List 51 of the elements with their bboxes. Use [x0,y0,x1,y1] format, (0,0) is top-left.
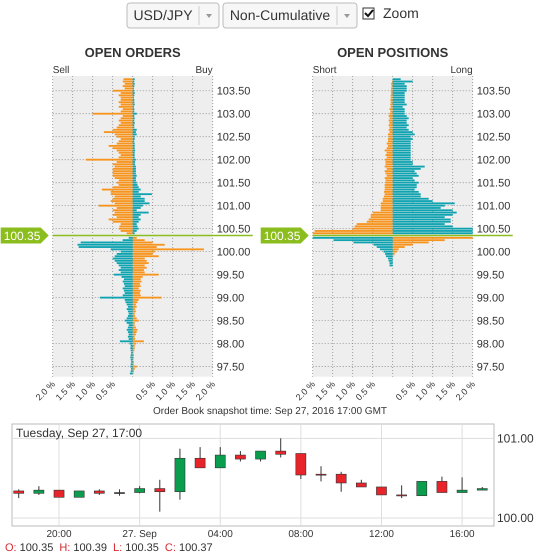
y-tick-label: 101.00 [216,200,250,213]
x-tick-label: 27. Sep [122,529,158,540]
y-tick-label: 97.50 [476,362,504,374]
y-tick-label: 103.00 [216,108,250,121]
x-tick-label: 20:00 [46,529,72,540]
x-tick-label: 08:00 [288,529,314,540]
text: Zoom [383,5,419,21]
y-tick-label: 100.50 [216,224,250,236]
annotation: Buy [195,65,213,76]
y-tick-label: 98.00 [216,338,244,351]
y-tick-label: 101.50 [476,178,510,190]
annotation: Long [450,65,473,76]
chart-title: OPEN ORDERS [84,45,182,60]
x-tick-label: 12:00 [368,529,394,540]
text: Order Book snapshot time: Sep 27, 2016 17:00 GMT [152,406,388,417]
y-tick-label: 98.00 [476,338,504,351]
x-tick-label: 16:00 [450,529,476,540]
y-tick-label: 98.50 [476,316,504,328]
y-tick-label: 102.50 [476,132,510,144]
y-tick-label: 97.50 [216,362,244,374]
annotation: Short [312,65,337,76]
text: O: 100.35 [5,542,54,553]
ref-line-label: 100.35 [264,229,301,244]
chart-title: OPEN POSITIONS [337,45,449,60]
y-tick-label: 103.50 [476,86,510,98]
y-tick-label: 99.50 [216,270,244,282]
y-tick-label: 98.50 [216,316,244,328]
dropdown-field: USD/JPY [126,2,220,28]
y-tick-label: 103.50 [216,86,250,98]
ref-line-label: 100.35 [4,229,41,244]
y-tick-label: 99.00 [216,292,244,305]
chart-title: Tuesday, Sep 27, 17:00 [16,426,142,440]
y-tick-label: 101.50 [216,178,250,190]
dropdown-field: Non-Cumulative [222,2,358,28]
text: L: 100.35 [113,542,159,553]
y-tick-label: 101.00 [476,200,510,213]
y-tick-label: 101.00 [497,431,534,446]
y-tick-label: 100.00 [476,246,510,259]
x-tick-label: 04:00 [208,529,234,540]
text: C: 100.37 [164,542,213,553]
y-tick-label: 102.00 [476,154,510,167]
y-tick-label: 100.50 [476,224,510,236]
y-tick-label: 99.50 [476,270,504,282]
y-tick-label: 103.00 [476,108,510,121]
text: H: 100.39 [59,542,108,553]
y-tick-label: 102.00 [216,154,250,167]
y-tick-label: 100.00 [497,511,534,526]
y-tick-label: 102.50 [216,132,250,144]
y-tick-label: 99.00 [476,292,504,305]
annotation: Sell [52,65,70,76]
y-tick-label: 100.00 [216,246,250,259]
